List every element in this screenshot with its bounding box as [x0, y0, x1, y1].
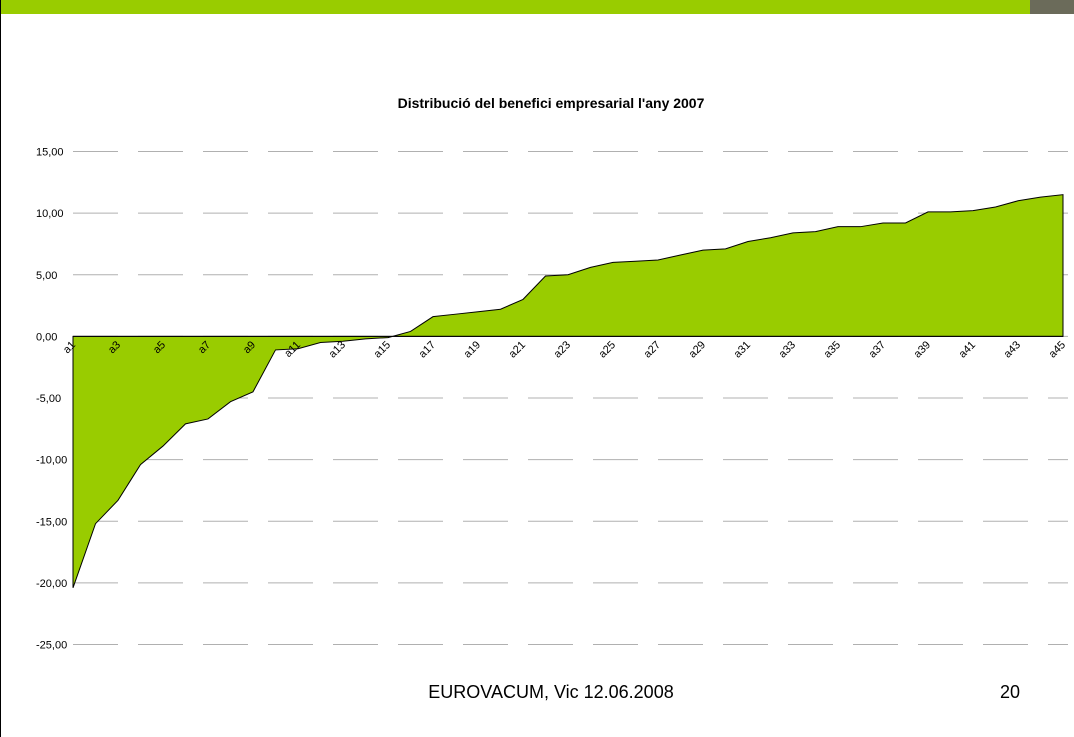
plot-area: -25,00 -20,00 -15,00 -10,00 -5,00 0,00 5,00 10,…: [36, 147, 1068, 652]
x-tick-label: a39: [912, 339, 933, 360]
x-tick-label: a41: [957, 339, 978, 360]
y-tick-label: 10,00: [36, 208, 64, 220]
x-tick-label: a25: [597, 339, 618, 360]
y-tick-label: -15,00: [36, 516, 67, 528]
x-tick-label: a21: [507, 339, 528, 360]
x-tick-label: a27: [642, 339, 663, 360]
x-tick-label: a37: [867, 339, 888, 360]
x-tick-label: a17: [417, 339, 438, 360]
x-tick-label: a19: [462, 339, 483, 360]
x-tick-label: a15: [372, 339, 393, 360]
chart-title: Distribució del benefici empresarial l'a…: [398, 95, 705, 111]
x-tick-label: a29: [687, 339, 708, 360]
area: [72, 194, 1064, 588]
top-bar: [0, 0, 1074, 14]
x-tick-label: a33: [777, 339, 798, 360]
y-tick-label: 5,00: [36, 270, 57, 282]
footer-text: EUROVACUM, Vic 12.06.2008: [428, 682, 673, 702]
y-tick-label: -10,00: [36, 455, 67, 467]
x-tick-label: a23: [552, 339, 573, 360]
page-number: 20: [1000, 682, 1020, 702]
x-tick-label: a31: [732, 339, 753, 360]
y-tick-label: -5,00: [36, 393, 61, 405]
y-tick-label: -20,00: [36, 578, 67, 590]
x-tick-label: a35: [822, 339, 843, 360]
y-tick-label: 15,00: [36, 147, 64, 159]
x-tick-label: a45: [1047, 339, 1068, 360]
x-tick-label: a43: [1002, 339, 1023, 360]
y-tick-label: -25,00: [36, 640, 67, 652]
corner-image: [1030, 0, 1074, 14]
y-tick-label: 0,00: [36, 331, 57, 343]
